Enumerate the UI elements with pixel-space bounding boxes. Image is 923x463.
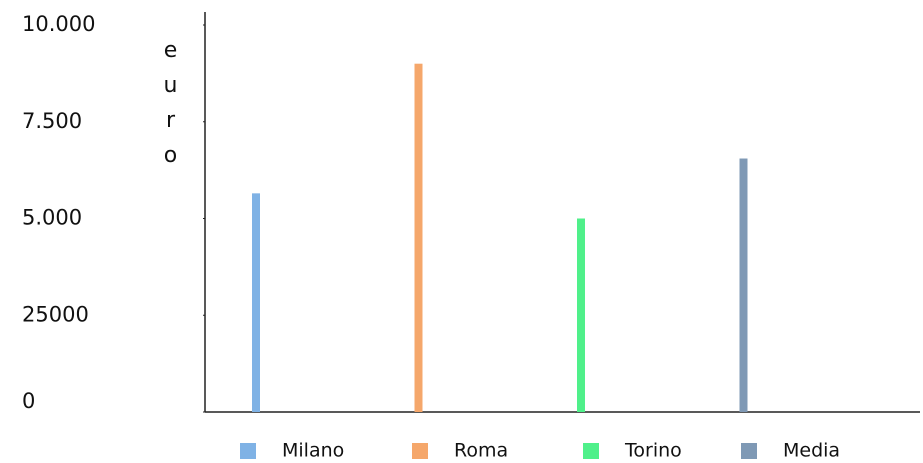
y-axis-label: euro	[158, 38, 183, 178]
legend-swatch	[741, 443, 757, 459]
y-tick-label: 10.000	[22, 12, 95, 36]
y-tick-label: 25000	[22, 302, 89, 326]
bar	[739, 158, 748, 412]
legend-swatch	[412, 443, 428, 459]
y-tick-label: 7.500	[22, 109, 82, 133]
bar	[252, 193, 260, 412]
legend-label: Roma	[454, 440, 508, 462]
bar	[577, 218, 585, 412]
bar	[414, 63, 423, 412]
legend-label: Milano	[282, 440, 344, 462]
y-tick-label: 5.000	[22, 206, 82, 230]
legend-label: Media	[783, 440, 840, 462]
legend-label: Torino	[624, 440, 682, 462]
y-tick-label: 0	[22, 389, 35, 413]
legend-swatch	[583, 443, 599, 459]
legend-swatch	[240, 443, 256, 459]
